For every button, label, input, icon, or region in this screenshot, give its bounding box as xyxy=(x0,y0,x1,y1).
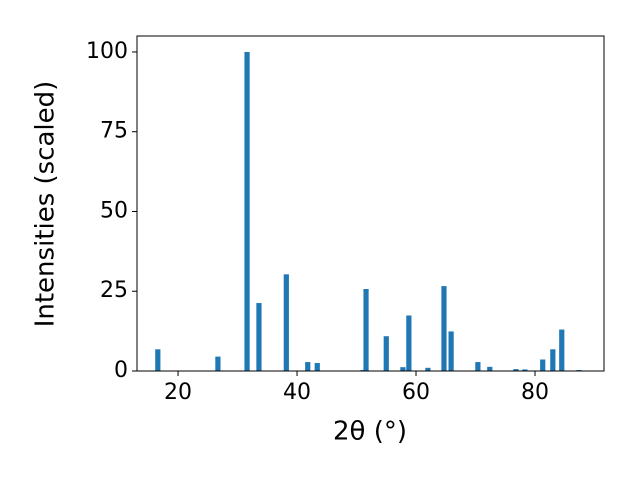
bar xyxy=(559,329,565,371)
bar xyxy=(487,366,493,371)
bar xyxy=(305,362,311,371)
bar xyxy=(256,303,262,371)
bar xyxy=(425,367,431,371)
bar xyxy=(314,363,320,371)
bar xyxy=(155,349,161,371)
y-axis-label: Intensities (scaled) xyxy=(31,81,61,328)
bar xyxy=(283,274,289,371)
bar xyxy=(522,369,528,371)
bar xyxy=(448,331,454,371)
bar xyxy=(400,367,406,371)
y-tick-label: 50 xyxy=(100,198,128,223)
bar xyxy=(363,289,369,371)
plot-frame xyxy=(136,35,605,372)
x-tick-label: 80 xyxy=(521,380,549,405)
bar xyxy=(383,336,389,371)
x-tick-label: 40 xyxy=(283,380,311,405)
bar xyxy=(406,315,412,371)
y-tick-label: 75 xyxy=(100,119,128,144)
bar xyxy=(540,359,546,371)
bar xyxy=(244,51,250,371)
bar xyxy=(513,369,519,371)
bar xyxy=(475,362,481,371)
y-tick-label: 0 xyxy=(114,358,128,383)
x-tick-label: 60 xyxy=(402,380,430,405)
bar xyxy=(441,286,447,371)
bar xyxy=(215,356,221,371)
y-tick-label: 25 xyxy=(100,278,128,303)
bar xyxy=(550,349,556,371)
x-tick-label: 20 xyxy=(164,380,192,405)
y-tick-label: 100 xyxy=(86,39,128,64)
x-axis-label: 2θ (°) xyxy=(333,417,407,447)
